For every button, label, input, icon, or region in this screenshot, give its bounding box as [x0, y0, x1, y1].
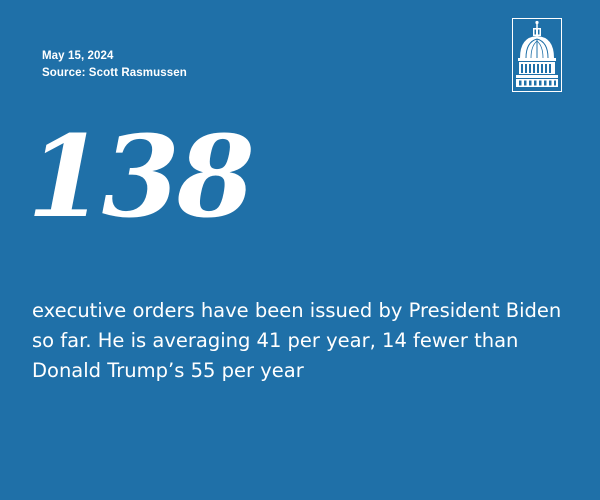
- source-credit: Source: Scott Rasmussen: [42, 67, 187, 79]
- body-text: executive orders have been issued by Pre…: [32, 299, 562, 382]
- publish-date: May 15, 2024: [42, 50, 114, 62]
- capitol-dome-icon: [512, 18, 562, 92]
- headline-number: 138: [27, 112, 255, 243]
- meta-block: May 15, 2024 Source: Scott Rasmussen: [42, 48, 187, 82]
